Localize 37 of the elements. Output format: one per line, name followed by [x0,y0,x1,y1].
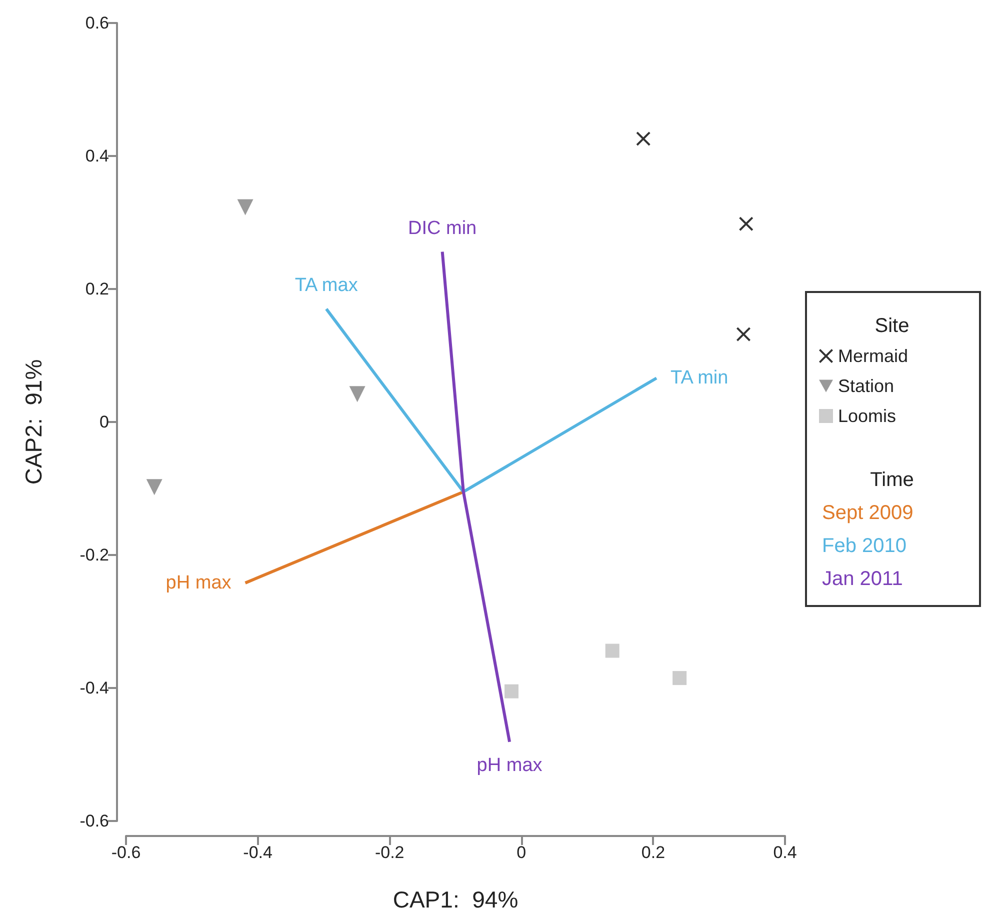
point [736,327,750,342]
text: Jan 2011 [822,568,903,590]
x-tick-label: -0.6 [111,843,141,862]
y-tick-label: -0.2 [80,546,109,564]
y-axis-title: CAP2: 91% [20,359,46,485]
point [504,684,519,698]
text: Sept 2009 [822,502,914,524]
y-tick-label: -0.6 [80,812,109,830]
y-tick-label: -0.4 [80,678,109,698]
point [146,479,162,496]
legend-label: Mermaid [838,346,908,366]
x-tick-label: -0.4 [243,843,272,862]
x-tick-label: 0 [516,843,526,862]
text: Feb 2010 [822,535,907,557]
point [349,386,366,402]
x-tick-label: 0.2 [641,843,666,862]
point [605,644,620,658]
y-tick-label: 0.6 [85,14,109,32]
legend-label: Loomis [838,406,896,426]
point [237,199,254,216]
y-tick-label: 0.2 [85,280,109,298]
legend-title: Site [874,315,910,337]
data-label: TA min [670,368,728,389]
x-tick-label: 0.4 [773,843,797,862]
y-tick-label: 0.4 [85,146,109,166]
point [739,216,754,231]
point [672,671,687,686]
data-label: pH max [476,754,543,776]
point [636,132,650,146]
legend-label: Station [838,376,894,396]
data-label: TA max [294,274,358,296]
x-tick-label: -0.2 [374,843,404,862]
data-label: DIC min [408,218,477,239]
y-tick-label: 0 [100,412,109,432]
data-label: pH max [166,572,232,594]
text: Time [870,469,914,491]
x-axis-title: CAP1: 94% [392,886,518,912]
